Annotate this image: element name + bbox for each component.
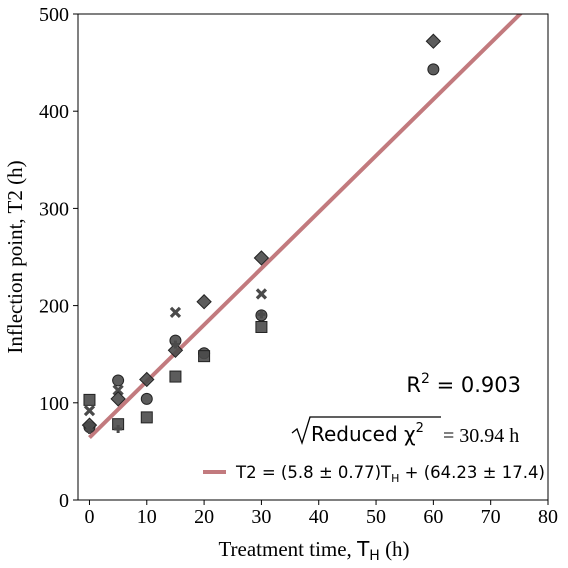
data-point-square (140, 411, 153, 424)
data-point-circle (427, 63, 440, 76)
plot-frame (77, 13, 549, 501)
data-point-diamond (167, 342, 184, 359)
points-layer (81, 33, 442, 435)
y-axis-label: Inflection point, T2 (h) (3, 160, 27, 353)
x-axis-label-text: Treatment time, (218, 537, 357, 561)
x-axis-label-sub: H (369, 548, 380, 564)
data-point-plus (85, 426, 94, 435)
chi-sup: 2 (416, 421, 424, 436)
sqrt-sign (291, 416, 441, 446)
x-axis-label-symbol: T (356, 537, 370, 561)
r-squared-annotation: R2 = 0.903 (406, 371, 521, 397)
x-axis-label: Treatment time, TH (h) (218, 537, 409, 564)
legend-suffix: + (64.23 ± 17.4) (399, 463, 544, 482)
legend-entry: T2 = (5.8 ± 0.77)TH + (64.23 ± 17.4) (235, 463, 545, 485)
x-tick-label: 60 (423, 506, 443, 528)
data-point-square (83, 393, 96, 406)
r-squared-sup: 2 (421, 371, 430, 387)
fit-line (88, 14, 523, 439)
legend-sub: H (391, 472, 399, 485)
data-point-plus (257, 310, 266, 319)
data-point-plus (171, 340, 180, 349)
y-tick-label: 100 (39, 393, 69, 415)
x-tick-label: 40 (309, 506, 329, 528)
data-point-circle (140, 392, 153, 405)
reduced-chi-annotation: Reduced χ2 = 30.94 h (291, 416, 519, 447)
data-point-square (255, 320, 268, 333)
chi-radicand: Reduced χ2 (311, 421, 424, 446)
data-point-diamond (253, 250, 270, 266)
y-tick-label: 0 (59, 490, 69, 512)
y-tick-label: 500 (39, 4, 69, 26)
x-tick-label: 0 (84, 506, 94, 528)
ticks-layer: 0 10 20 30 40 50 60 70 80 0 100 200 300 400 500 (39, 4, 558, 528)
r-squared-letter: R (406, 373, 421, 397)
data-point-x (83, 404, 96, 417)
legend: T2 = (5.8 ± 0.77)TH + (64.23 ± 17.4) (203, 463, 545, 485)
data-point-diamond (425, 33, 442, 49)
x-tick-label: 30 (251, 506, 271, 528)
x-tick-label: 20 (194, 506, 214, 528)
fit-layer (88, 14, 523, 439)
data-point-diamond (110, 391, 126, 407)
x-tick-label: 70 (481, 506, 501, 528)
data-point-x (255, 288, 268, 300)
data-point-circle (112, 374, 125, 387)
data-point-square (169, 370, 182, 383)
data-point-plus (114, 425, 123, 434)
x-tick-label: 50 (366, 506, 386, 528)
data-point-x (112, 384, 124, 396)
y-tick-label: 200 (39, 296, 69, 318)
chi-value: = 30.94 h (443, 425, 519, 447)
x-tick-label: 10 (137, 506, 157, 528)
y-tick-label: 300 (39, 198, 69, 220)
x-axis-label-unit: (h) (380, 537, 410, 561)
data-point-diamond (139, 371, 155, 388)
chi-radicand-text: Reduced χ (311, 422, 416, 446)
r-squared-value: = 0.903 (430, 373, 521, 397)
data-point-diamond (196, 294, 212, 310)
legend-prefix: T2 = (5.8 ± 0.77)T (235, 463, 392, 482)
x-tick-label: 80 (538, 506, 558, 528)
data-point-x (169, 306, 182, 319)
data-point-square (198, 350, 211, 363)
y-tick-label: 400 (39, 101, 69, 123)
